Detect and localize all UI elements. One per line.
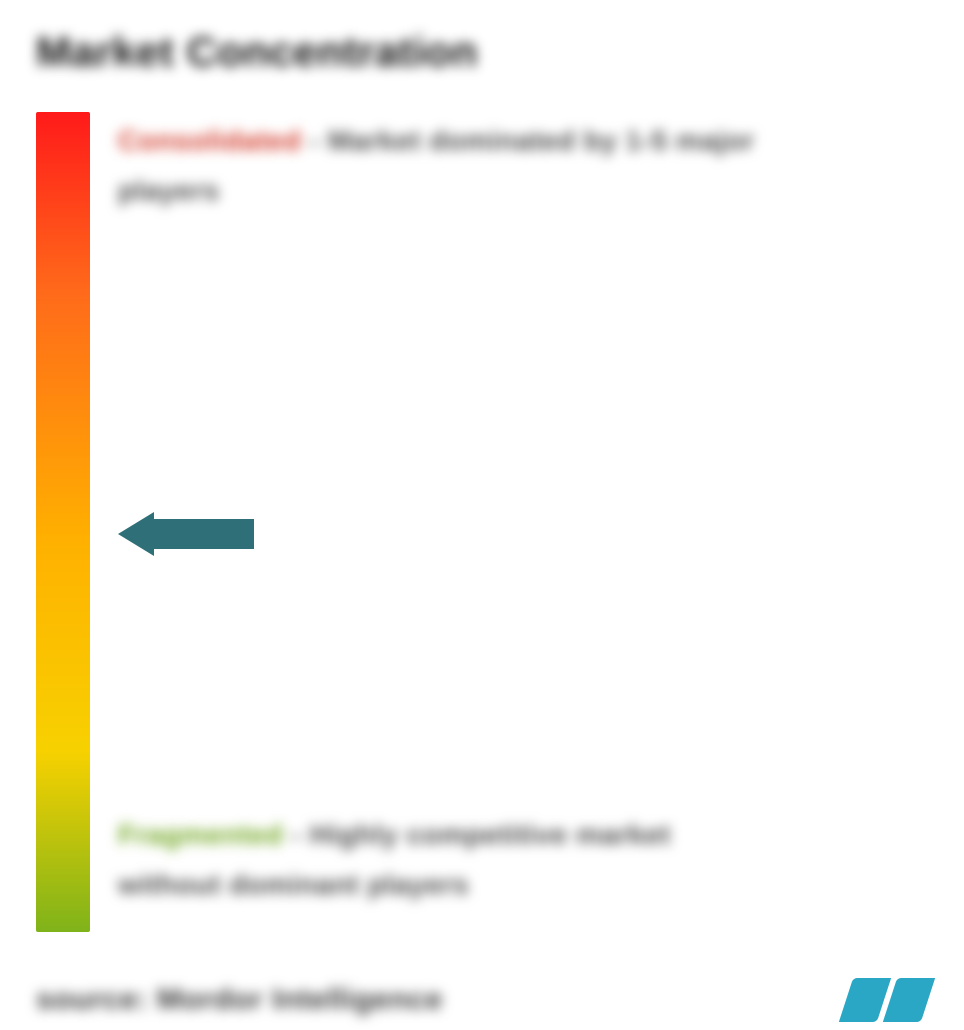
term-consolidated: Consolidated (118, 125, 301, 156)
logo-shape-1 (839, 978, 891, 1022)
concentration-scale: Consolidated - Market dominated by 1-5 m… (36, 112, 928, 932)
label-line-1: Consolidated - Market dominated by 1-5 m… (118, 116, 908, 166)
label-fragmented: Fragmented - Highly competitive market w… (118, 810, 908, 910)
label-top-line2: players (118, 166, 908, 216)
term-fragmented: Fragmented (118, 819, 283, 850)
label-bottom-rest: - Highly competitive market (283, 819, 670, 850)
page-title: Market Concentration (36, 28, 928, 76)
label-consolidated: Consolidated - Market dominated by 1-5 m… (118, 116, 908, 216)
arrow-left-icon (118, 512, 154, 556)
arrow-shaft (154, 519, 254, 549)
position-indicator-arrow (118, 512, 254, 556)
scale-labels: Consolidated - Market dominated by 1-5 m… (118, 112, 928, 932)
brand-logo-icon (846, 978, 928, 1022)
gradient-scale-bar (36, 112, 90, 932)
footer: source: Mordor Intelligence (36, 978, 928, 1022)
logo-shape-2 (883, 978, 935, 1022)
source-attribution: source: Mordor Intelligence (36, 983, 443, 1017)
label-bottom-line2: without dominant players (118, 860, 908, 910)
label-bottom-line1: Fragmented - Highly competitive market (118, 810, 908, 860)
label-top-rest: - Market dominated by 1-5 major (301, 125, 754, 156)
